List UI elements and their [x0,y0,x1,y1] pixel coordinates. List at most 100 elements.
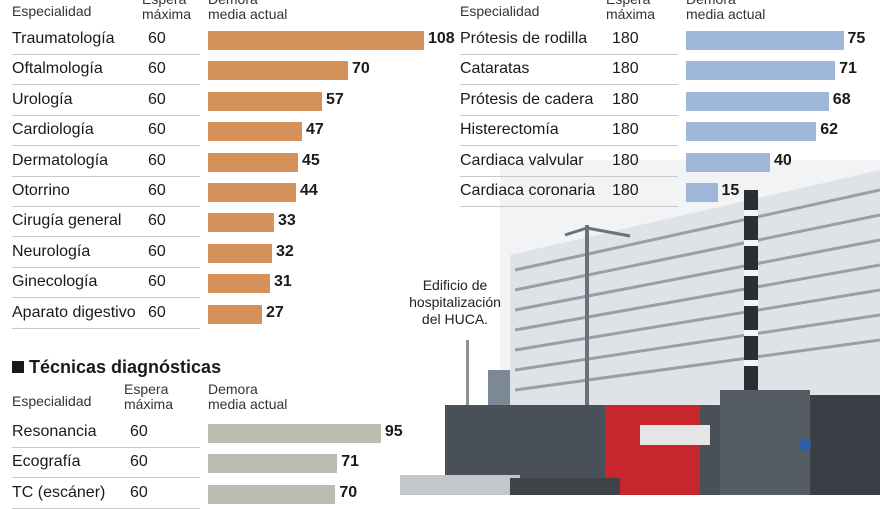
category-label: Aparato digestivo [12,303,136,321]
table-row: Ecografía 60 71 [12,448,407,479]
bar [208,304,262,324]
header-line: Espera [606,0,655,7]
header-line: media actual [686,6,766,22]
data-label: 70 [352,60,370,78]
row-separator [460,145,678,147]
category-label: Cardiología [12,121,94,139]
table-row: Cardiología 60 47 [12,116,407,147]
bar [208,61,348,81]
header-line: máxima [606,6,656,22]
table-row: Cataratas 180 71 [460,55,880,86]
table-row: Prótesis de rodilla 180 75 [460,25,880,55]
table-row: Prótesis de cadera 180 68 [460,86,880,116]
category-label: Cardiaca valvular [460,151,584,169]
data-label: 95 [384,423,403,440]
category-label: Cardiaca coronaria [460,182,596,199]
espera-maxima-value: 180 [612,90,639,108]
data-label: 68 [832,90,851,108]
bar [208,243,272,263]
espera-maxima-value: 60 [148,212,166,230]
header-line: máxima [124,396,174,412]
category-label: Oftalmología [12,60,103,78]
row-separator [460,175,678,177]
espera-maxima-value: 180 [612,121,639,139]
data-label: 15 [721,182,740,199]
table-row: Cirugía general 60 33 [12,207,407,238]
header-line: Demora [686,0,765,7]
table-row: Urología 60 57 [12,86,407,116]
category-label: Cataratas [460,60,530,78]
header-line: máxima [142,6,192,22]
data-label: 44 [300,182,318,199]
hospital-photo [400,160,880,495]
espera-maxima-value: 60 [148,273,166,291]
table-row: Aparato digestivo 60 27 [12,299,407,329]
bar [208,91,322,111]
section-title-diagnosticas: Técnicas diagnósticas [12,357,221,378]
caption-line: hospitalización [409,294,501,310]
row-separator [12,327,200,329]
data-label: 33 [278,212,296,230]
espera-maxima-value: 180 [612,30,639,47]
espera-maxima-value: 60 [148,182,166,199]
category-label: Prótesis de rodilla [460,30,588,47]
espera-maxima-value: 180 [612,182,639,199]
bar [686,31,844,50]
header-especialidad: Especialidad [12,393,92,409]
row-separator [460,206,678,207]
row-separator [12,54,200,55]
bar [208,213,274,233]
table-row: Traumatología 60 108 [12,25,455,55]
table-row: Oftalmología 60 70 [12,55,407,86]
row-separator [460,114,678,116]
espera-maxima-value: 60 [148,121,166,139]
header-line: Espera [142,0,191,7]
espera-maxima-value: 60 [148,303,166,321]
table-row: Resonancia 60 95 [12,418,407,448]
bar [208,424,381,443]
bar [208,484,336,504]
espera-maxima-value: 60 [130,453,148,471]
espera-maxima-value: 60 [148,151,166,169]
espera-maxima-value: 60 [130,483,148,501]
data-label: 57 [326,90,344,108]
espera-maxima-value: 180 [612,151,639,169]
category-label: Resonancia [12,423,97,440]
caption-line: del HUCA. [421,311,489,327]
espera-maxima-value: 60 [130,423,148,440]
data-label: 45 [302,151,320,169]
header-line: media actual [208,396,288,412]
row-separator [12,447,200,448]
data-label: 27 [266,303,284,321]
header-line: Espera [124,381,169,397]
espera-maxima-value: 60 [148,30,166,47]
caption-line: Edificio de [422,277,488,293]
bar [686,122,817,142]
row-separator [12,236,200,238]
data-label: 75 [847,30,866,47]
table-row: Neurología 60 32 [12,238,407,268]
category-label: Prótesis de cadera [460,90,594,108]
bar [686,183,718,202]
row-separator [460,54,678,55]
espera-maxima-value: 180 [612,60,639,78]
table-row: Otorrino 60 44 [12,177,407,207]
header-line: media actual [208,6,288,22]
table-row: Cardiaca valvular 180 40 [460,147,880,177]
table-row: Dermatología 60 45 [12,147,407,177]
table-row: Ginecología 60 31 [12,268,407,299]
espera-maxima-value: 60 [148,90,166,108]
header-line: Demora [208,0,287,7]
bar [686,152,770,172]
category-label: Cirugía general [12,212,122,230]
category-label: Neurología [12,242,91,260]
espera-maxima-value: 60 [148,60,166,78]
data-label: 70 [339,483,358,501]
section-title-text: Técnicas diagnósticas [29,357,222,377]
